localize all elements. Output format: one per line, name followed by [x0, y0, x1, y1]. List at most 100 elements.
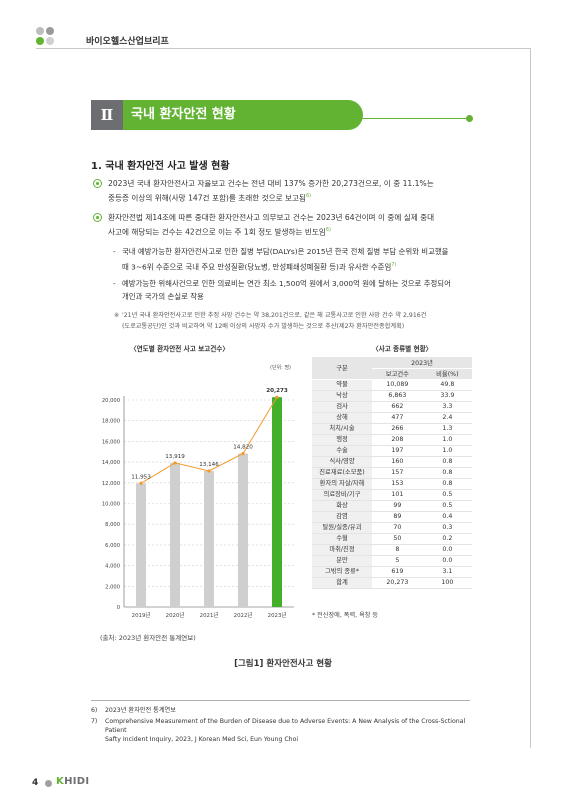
cell-ratio: 0.5 [422, 500, 472, 512]
table-row: 합계 20,273 100 [312, 577, 472, 589]
bullet-line: 사고에 해당되는 건수는 42건으로 이는 주 1회 정도 발생하는 빈도임6) [108, 227, 331, 237]
table-row: 식사/영양 160 0.8 [312, 456, 472, 468]
cell-count: 101 [372, 489, 423, 501]
x-tick-label: 2019년 [132, 611, 151, 619]
trend-point [275, 395, 279, 399]
cell-ratio: 0.2 [422, 533, 472, 545]
cell-ratio: 3.1 [422, 566, 472, 578]
bullet-item: 환자안전법 제14조에 따른 중대한 환자안전사고 의무보고 건수는 2023년… [93, 211, 478, 239]
chart-title: 〈연도별 환자안전 사고 보고건수〉 [130, 345, 229, 353]
x-tick-label: 2021년 [200, 611, 219, 619]
y-tick-label: 10,000 [102, 502, 120, 508]
cell-ratio: 2.4 [422, 412, 472, 424]
footnote-line: Safty Incident Inquiry, 2023, J Korean M… [105, 736, 299, 743]
bullet-item: 2023년 국내 환자안전사고 자율보고 건수는 전년 대비 137% 증가한 … [93, 177, 478, 205]
cell-ratio: 0.0 [422, 544, 472, 556]
data-label: 13,146 [199, 462, 219, 468]
table-row: 진료재료(소모품) 157 0.8 [312, 467, 472, 479]
sub-bullet-item: - 예방가능한 위해사건으로 인한 의료비는 연간 최소 1,500억 원에서 … [113, 278, 476, 303]
khidi-logo: KHIDI [56, 776, 90, 787]
cell-category: 그밖의 종류* [312, 566, 372, 578]
cell-category: 합계 [312, 577, 372, 589]
bar [170, 462, 180, 607]
cell-ratio: 0.5 [422, 489, 472, 501]
x-tick-label: 2022년 [234, 611, 253, 619]
reference-note: ※ '21년 국내 환자안전사고로 인한 추정 사망 건수는 약 38,201건… [114, 311, 476, 332]
footnote-line: 2023년 환자안전 통계연보 [105, 707, 176, 714]
table-row: 분만 5 0.0 [312, 555, 472, 567]
trend-point [207, 469, 211, 473]
cell-ratio: 100 [422, 577, 472, 589]
cell-count: 99 [372, 500, 423, 512]
y-tick-label: 20,000 [102, 398, 120, 404]
cell-category: 감염 [312, 511, 372, 523]
cell-count: 5 [372, 555, 423, 567]
chart-unit-label: (단위: 명) [270, 364, 291, 371]
dash-icon: - [113, 279, 116, 288]
data-label: 11,953 [131, 474, 151, 480]
bar [272, 397, 282, 607]
sub-line: 개인과 국가의 손실로 작용 [122, 291, 204, 301]
cell-count: 619 [372, 566, 423, 578]
y-tick-label: 6,000 [105, 543, 120, 549]
trend-point [173, 461, 177, 465]
cell-count: 20,273 [372, 577, 423, 589]
table-row: 수혈 50 0.2 [312, 533, 472, 545]
figure-caption: [그림1] 환자안전사고 현황 [234, 659, 332, 669]
cell-category: 처치/시술 [312, 423, 372, 435]
header-divider [36, 48, 530, 49]
section-title: 국내 환자안전 현황 [123, 100, 363, 130]
cell-ratio: 0.3 [422, 522, 472, 534]
page-dot-icon [45, 780, 52, 787]
table-row: 처치/시술 266 1.3 [312, 423, 472, 435]
cell-ratio: 1.3 [422, 423, 472, 435]
banner-rule [272, 118, 468, 119]
y-tick-label: 8,000 [105, 522, 120, 528]
x-tick-label: 2023년 [268, 611, 287, 619]
page-header: 바이오헬스산업브리프 [0, 0, 566, 60]
cell-category: 의료장비/기구 [312, 489, 372, 501]
table-header-ratio: 비율(%) [422, 368, 472, 380]
cell-count: 89 [372, 511, 423, 523]
cell-category: 탈원/실종/유괴 [312, 522, 372, 534]
bullet-line: 중등증 이상의 위해(사망 147건 포함)를 초래한 것으로 보고됨6) [108, 193, 312, 203]
subsection-heading: 1. 국내 환자안전 사고 발생 현황 [91, 161, 230, 172]
footnote-ref: 6) [306, 193, 312, 199]
table-row: 행정 208 1.0 [312, 434, 472, 446]
footnote: 6) 2023년 환자안전 통계연보 [91, 706, 475, 715]
x-tick-label: 2020년 [166, 611, 185, 619]
table-row: 약물 10,089 49.8 [312, 379, 472, 391]
page-number: 4 [32, 778, 39, 788]
cell-category: 행정 [312, 434, 372, 446]
footnote-ref: 6) [325, 227, 331, 233]
bullet-circle-icon [93, 179, 102, 188]
table-row: 감염 89 0.4 [312, 511, 472, 523]
cell-count: 662 [372, 401, 423, 413]
footnote-line: Comprehensive Measurement of the Burden … [105, 718, 466, 734]
sub-bullet-item: - 국내 예방가능한 환자안전사고로 인한 질병 부담(DALYs)은 2015… [113, 246, 476, 273]
bar [136, 483, 146, 607]
table-note: * 전신장애, 폭력, 욕창 등 [312, 612, 379, 619]
cell-count: 157 [372, 467, 423, 479]
bar [238, 453, 248, 607]
footnote-number: 6) [91, 707, 98, 714]
cell-ratio: 33.9 [422, 390, 472, 402]
bullet-line: 환자안전법 제14조에 따른 중대한 환자안전사고 의무보고 건수는 2023년… [108, 213, 435, 222]
table-row: 상해 477 2.4 [312, 412, 472, 424]
table-row: 낙상 6,863 33.9 [312, 390, 472, 402]
cell-count: 266 [372, 423, 423, 435]
cell-category: 화상 [312, 500, 372, 512]
cell-count: 50 [372, 533, 423, 545]
data-label: 20,273 [266, 388, 288, 394]
cell-ratio: 0.0 [422, 555, 472, 567]
cell-category: 마취/진정 [312, 544, 372, 556]
cell-category: 환자의 자살/자해 [312, 478, 372, 490]
y-tick-label: 0 [117, 605, 120, 611]
cell-category: 수혈 [312, 533, 372, 545]
table-row: 수술 197 1.0 [312, 445, 472, 457]
dash-icon: - [113, 247, 116, 256]
cell-category: 분만 [312, 555, 372, 567]
chart-source: (출처: 2023년 환자안전 통계연보) [100, 634, 196, 642]
trend-point [241, 452, 245, 456]
cell-ratio: 0.8 [422, 478, 472, 490]
